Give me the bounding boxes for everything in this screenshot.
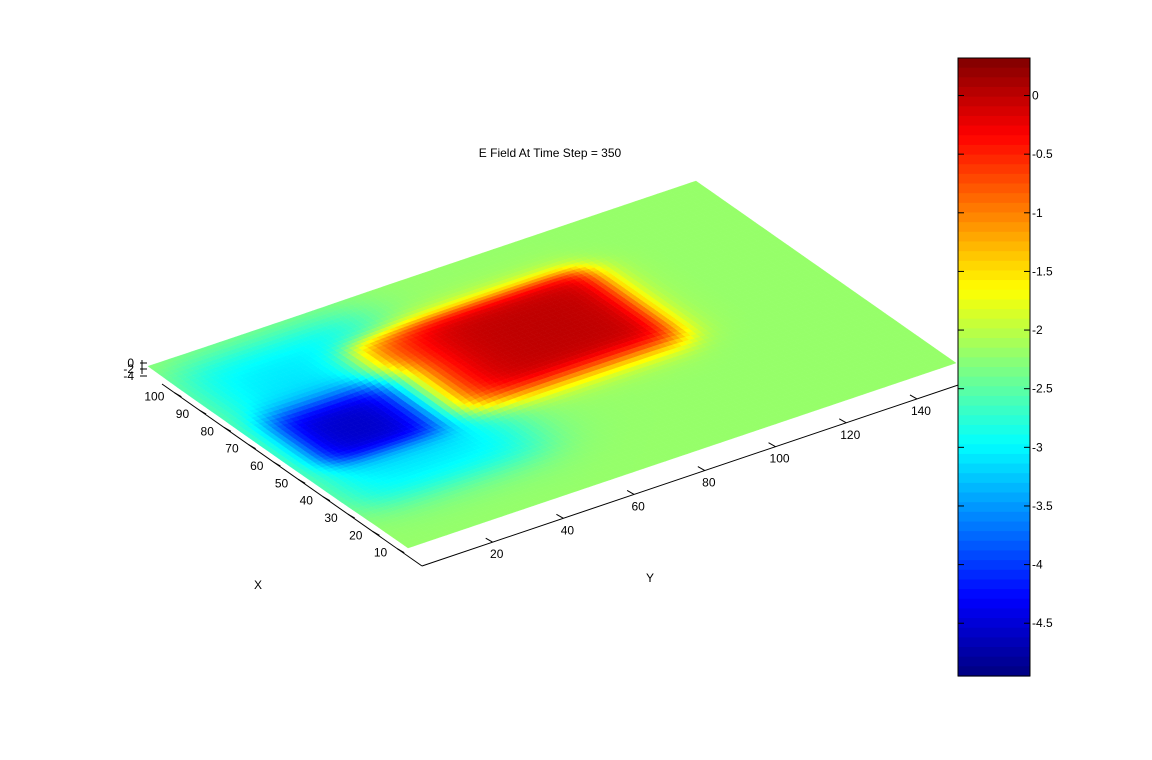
surface-mesh [147,180,957,549]
